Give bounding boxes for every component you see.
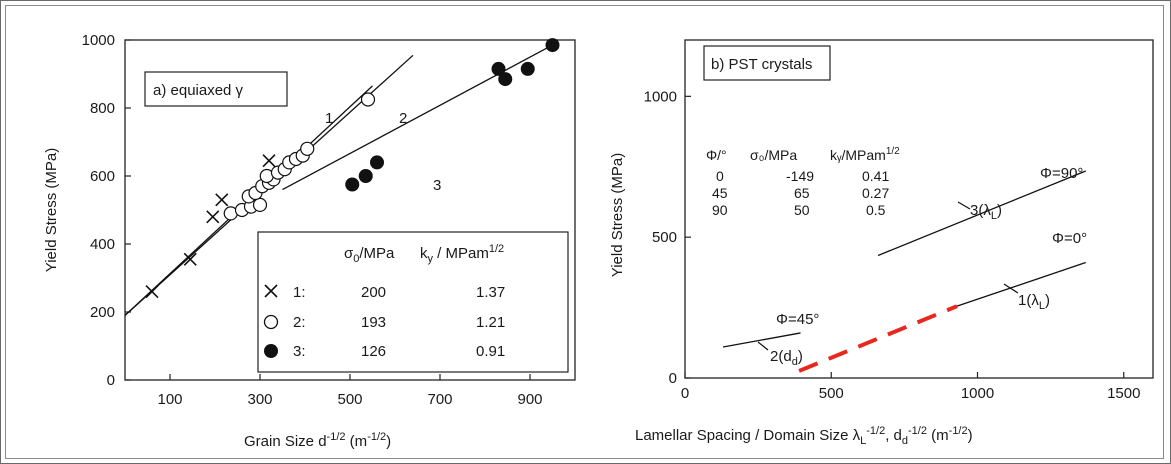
legend-header-ky: ky / MPam1/2 xyxy=(420,243,504,265)
filled-circle-point xyxy=(491,61,506,76)
panel-a-legend: σ0/MPa ky / MPam1/2 1: 200 1.37 2: 193 1… xyxy=(257,231,569,373)
x-tick-label: 300 xyxy=(247,391,272,408)
table-r2-phi: 45 xyxy=(712,185,728,201)
legend-filled-circle-marker xyxy=(264,344,278,358)
panel-b-lines xyxy=(722,170,1086,373)
annot-phi-0: Φ=0° xyxy=(1052,230,1087,247)
filled-circle-point xyxy=(370,155,384,170)
x-tick-label: 500 xyxy=(337,391,362,408)
legend-row-3-ky: 0.91 xyxy=(476,343,505,360)
cross-point xyxy=(145,285,159,299)
x-tick-label: 500 xyxy=(819,385,844,402)
table-r2-sigma: 65 xyxy=(794,185,810,201)
panel-a-ylabel: Yield Stress (MPa) xyxy=(43,148,60,272)
y-tick-label: 1000 xyxy=(644,88,677,105)
filled-circle-point xyxy=(498,72,513,87)
panel-a-xlabel: Grain Size d-1/2 (m-1/2) xyxy=(244,431,391,450)
legend-cross-marker xyxy=(264,284,278,298)
cross-point xyxy=(206,210,220,224)
cross-point xyxy=(215,193,229,207)
table-r1-phi: 0 xyxy=(716,168,724,184)
series-line-90 xyxy=(877,170,1086,257)
filled-circle-point xyxy=(345,177,360,192)
x-tick-label: 1000 xyxy=(961,385,994,402)
series-line-0 xyxy=(956,261,1086,307)
legend-row-3-label: 3: xyxy=(293,343,306,360)
x-tick-label: 0 xyxy=(681,385,689,402)
panel-a-label-box xyxy=(144,71,288,107)
line-label-1: 1 xyxy=(325,110,333,127)
fit-line-3 xyxy=(282,44,553,191)
x-tick-label: 900 xyxy=(517,391,542,408)
legend-row-1-label: 1: xyxy=(293,284,306,301)
inner-frame xyxy=(5,5,1164,459)
leader-1 xyxy=(1003,283,1019,294)
cross-point xyxy=(183,252,197,266)
y-tick-label: 400 xyxy=(90,236,115,253)
table-r1-sigma: -149 xyxy=(786,168,814,184)
series-line-45 xyxy=(722,332,801,348)
legend-row-2-label: 2: xyxy=(293,314,306,331)
table-r3-sigma: 50 xyxy=(794,202,810,218)
line-label-2: 2 xyxy=(399,110,407,127)
table-header-sigma: σ₀/MPa xyxy=(750,147,797,163)
table-r1-ky: 0.41 xyxy=(862,168,889,184)
legend-open-circle-marker xyxy=(263,314,279,330)
y-tick-label: 1000 xyxy=(82,32,115,49)
panel-b-label: b) PST crystals xyxy=(711,56,812,73)
legend-row-2: 2: 193 1.21 xyxy=(263,314,505,331)
legend-box xyxy=(257,231,569,373)
line-label-3: 3 xyxy=(433,177,441,194)
panel-a-ticks: 100 300 500 700 900 0 200 400 600 800 1000 xyxy=(82,32,543,408)
panel-a: 100 300 500 700 900 0 200 400 600 800 1000 a) equi… xyxy=(43,32,576,450)
panel-b-plot-frame xyxy=(684,39,1154,379)
legend-row-3-sigma: 126 xyxy=(361,343,386,360)
panel-b-label-box xyxy=(703,45,831,81)
annot-phi-45: Φ=45° xyxy=(776,311,819,328)
annot-phi-90: Φ=90° xyxy=(1040,165,1083,182)
legend-row-1-ky: 1.37 xyxy=(476,284,505,301)
panel-b-ylabel: Yield Stress (MPa) xyxy=(609,153,626,277)
y-tick-label: 0 xyxy=(107,372,115,389)
annot-3-lambda: 3(λL) xyxy=(970,202,1002,222)
table-r3-ky: 0.5 xyxy=(866,202,886,218)
table-r3-phi: 90 xyxy=(712,202,728,218)
open-circle-point xyxy=(300,141,315,156)
open-circle-point xyxy=(252,197,268,212)
panel-b-xlabel: Lamellar Spacing / Domain Size λL-1/2, d… xyxy=(635,425,973,447)
y-tick-label: 800 xyxy=(90,100,115,117)
table-r2-ky: 0.27 xyxy=(862,185,889,201)
panel-b-table: Φ/° σ₀/MPa kᵧ/MPam1/2 0 -149 0.41 45 65 … xyxy=(706,146,900,218)
legend-row-2-sigma: 193 xyxy=(361,314,386,331)
y-tick-label: 200 xyxy=(90,304,115,321)
legend-header-sigma: σ0/MPa xyxy=(344,245,395,265)
filled-circle-point xyxy=(358,169,373,183)
panel-a-label: a) equiaxed γ xyxy=(153,82,244,99)
y-tick-label: 500 xyxy=(652,229,677,246)
open-circle-point xyxy=(360,92,376,107)
legend-row-2-ky: 1.21 xyxy=(476,314,505,331)
annot-1-lambda: 1(λL) xyxy=(1018,292,1050,312)
cross-point xyxy=(262,154,276,168)
legend-row-1-sigma: 200 xyxy=(361,284,386,301)
table-header-phi: Φ/° xyxy=(706,147,727,163)
x-tick-label: 1500 xyxy=(1107,385,1140,402)
y-tick-label: 0 xyxy=(669,370,677,387)
y-tick-label: 600 xyxy=(90,168,115,185)
x-tick-label: 700 xyxy=(427,391,452,408)
leader-3 xyxy=(957,201,971,210)
legend-row-1: 1: 200 1.37 xyxy=(264,284,505,301)
filled-circle-point xyxy=(520,61,535,76)
filled-circle-point xyxy=(545,38,560,53)
leader-2 xyxy=(757,341,769,351)
series-line-extrapolation xyxy=(798,304,958,373)
x-tick-label: 100 xyxy=(157,391,182,408)
panel-a-points xyxy=(145,38,560,299)
legend-row-3: 3: 126 0.91 xyxy=(264,343,505,360)
table-header-ky: kᵧ/MPam1/2 xyxy=(830,146,900,163)
annot-2-d: 2(dd) xyxy=(770,348,803,368)
